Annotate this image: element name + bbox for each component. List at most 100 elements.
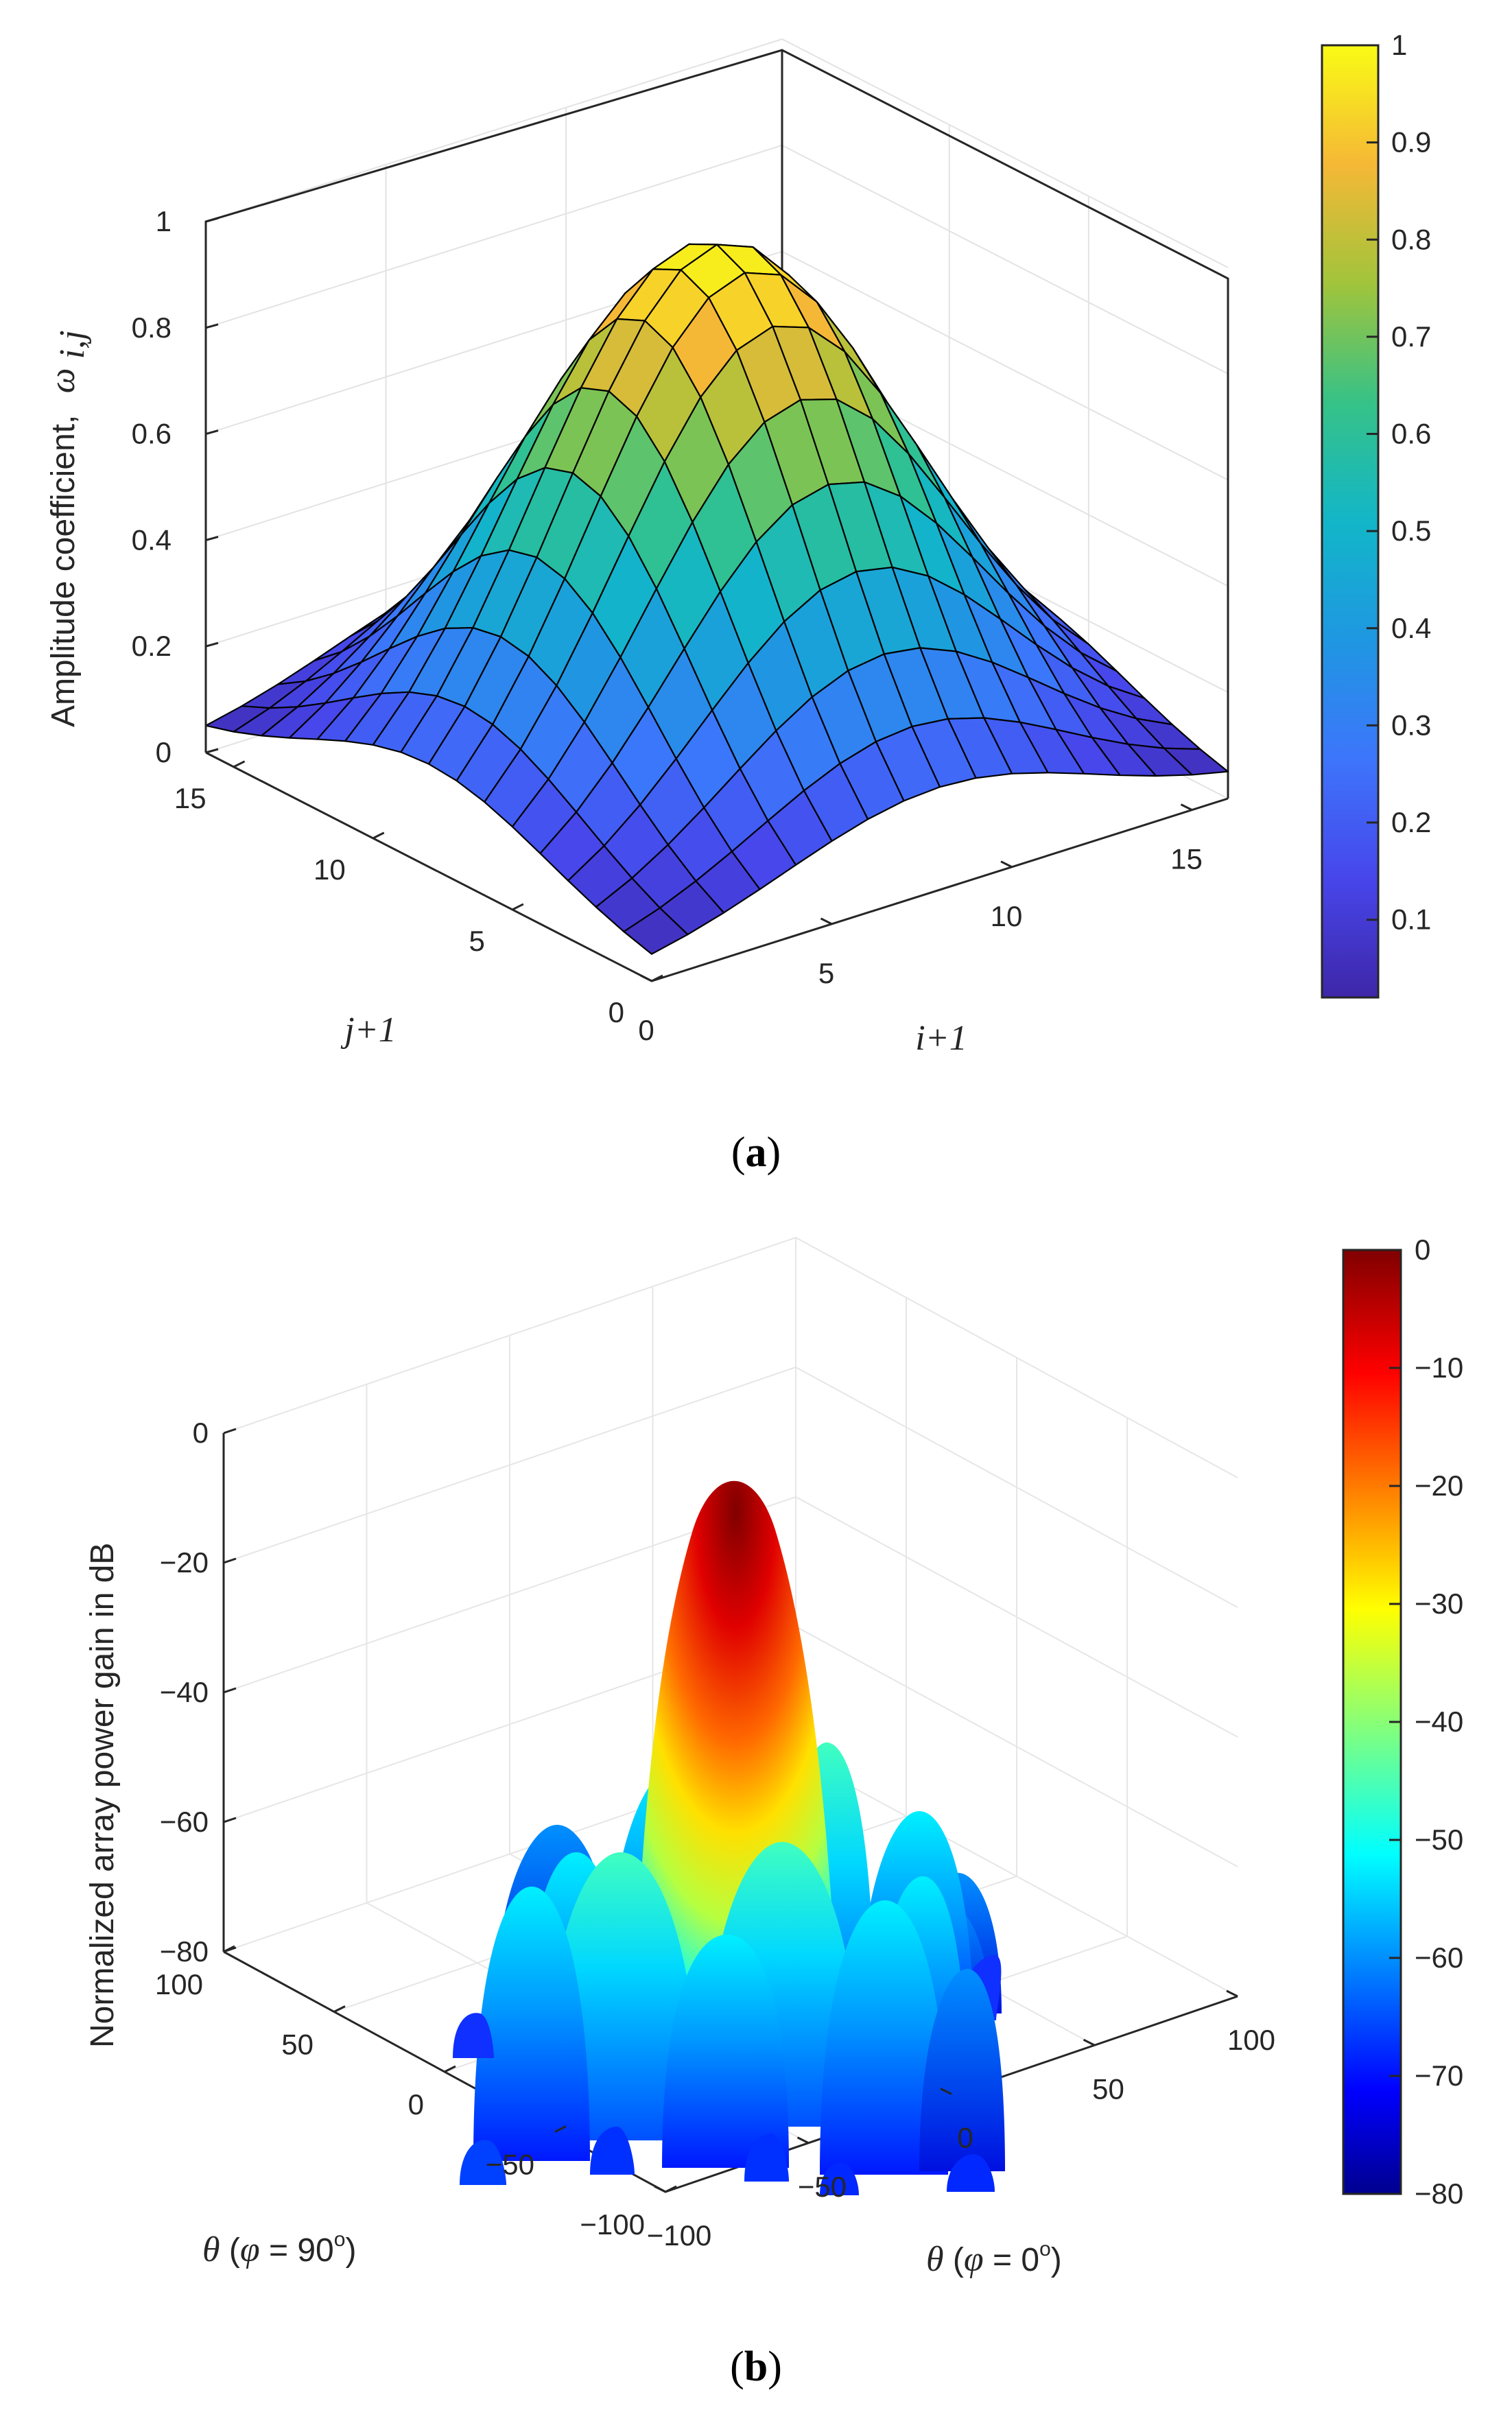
x-tick-label: 15 [1170, 843, 1203, 875]
y-tick-mark [223, 1945, 235, 1953]
colorbar-tick-label: −40 [1415, 1705, 1463, 1738]
y-tick-mark [651, 974, 663, 982]
z-tick-label: −20 [160, 1546, 209, 1579]
panel-b-ticks: 0 −20 −40 −60 −80 −100 −50 0 50 100 100 50 0 −50 −100 [155, 1417, 1275, 2252]
colorbar-tick-label: −60 [1415, 1941, 1463, 1974]
colorbar-tick-label: −10 [1415, 1351, 1463, 1384]
colorbar-tick-label: −30 [1415, 1587, 1463, 1620]
z-tick-mark [205, 429, 219, 436]
floor-ripple [744, 2134, 789, 2182]
panel-a-xlabel: i+1 [915, 1019, 967, 1058]
floor-ripple [590, 2127, 635, 2175]
z-tick-label: 0.4 [132, 523, 172, 556]
x-tick-mark [1083, 2038, 1096, 2046]
z-tick-label: −40 [160, 1676, 209, 1708]
panel-a-colorbar-ticks: 1 0.9 0.8 0.7 0.6 0.5 0.4 0.3 0.2 0.1 [1367, 29, 1431, 936]
z-tick-mark [223, 1428, 237, 1434]
z-tick-label: 0.2 [132, 630, 172, 662]
x-tick-mark [1000, 860, 1013, 869]
side-lobe [820, 1900, 948, 2175]
y-tick-label: 50 [281, 2029, 314, 2061]
y-tick-mark [333, 2005, 346, 2013]
colorbar-tick-label: −70 [1415, 2059, 1463, 2092]
y-tick-label: 5 [469, 925, 485, 957]
y-tick-mark [665, 2185, 677, 2193]
colorbar-tick-label: 0.7 [1391, 320, 1431, 353]
z-tick-mark [205, 641, 219, 648]
x-tick-mark [796, 2136, 810, 2145]
panel-a-zlabel: Amplitude coefficient, ω i,j [43, 330, 92, 727]
x-tick-mark [1226, 1989, 1238, 1998]
z-tick-mark [223, 1557, 237, 1564]
surface-cell [623, 907, 689, 955]
panel-a-surface [204, 243, 1229, 955]
z-tick-label: 0.6 [132, 418, 172, 450]
y-tick-label: 15 [174, 782, 206, 814]
colorbar-tick-label: 1 [1391, 29, 1407, 61]
z-tick-mark [223, 1687, 237, 1694]
z-tick-mark [205, 217, 219, 223]
panel-a-ylabel: j+1 [340, 1011, 397, 1050]
floor-ripple [453, 2013, 494, 2058]
colorbar-tick-label: −20 [1415, 1469, 1463, 1502]
x-tick-label: 100 [1227, 2024, 1275, 2056]
panel-a-colorbar [1321, 44, 1380, 999]
colorbar-tick-label: 0.1 [1391, 903, 1431, 936]
floor-ripple [460, 2140, 506, 2185]
panel-b-zlabel: Normalized array power gain in dB [84, 1543, 121, 2048]
z-tick-mark [205, 748, 219, 754]
z-tick-label: −60 [160, 1806, 209, 1838]
panel-b: 0−20−40−60−80−100−50050100100500−50−100 … [84, 1233, 1463, 2390]
y-tick-mark [554, 2125, 567, 2133]
z-tick-label: −80 [160, 1935, 209, 1968]
side-lobe [919, 1969, 1005, 2171]
x-tick-label: 0 [638, 1014, 654, 1046]
x-tick-label: 50 [1092, 2072, 1124, 2105]
x-tick-mark [1180, 803, 1193, 811]
y-tick-label: −50 [486, 2149, 534, 2181]
y-tick-label: −100 [580, 2208, 645, 2241]
z-tick-label: 0.8 [132, 311, 172, 344]
side-lobe [473, 1887, 590, 2161]
x-tick-mark [640, 974, 652, 982]
panel-b-colorbar-ticks: 0 −10 −20 −30 −40 −50 −60 −70 −80 [1389, 1233, 1463, 2210]
panel-b-ylabel: θ (φ = 90o) [202, 2228, 356, 2269]
y-tick-mark [373, 831, 385, 840]
x-tick-label: −100 [647, 2219, 712, 2252]
colorbar-tick-label: 0.2 [1391, 806, 1431, 838]
x-tick-label: −50 [798, 2171, 847, 2203]
z-tick-label: 0 [156, 736, 172, 768]
x-tick-mark [940, 2088, 952, 2095]
colorbar-tick-label: 0.6 [1391, 418, 1431, 450]
y-tick-mark [512, 903, 524, 911]
y-tick-mark [233, 760, 246, 768]
floor-ripple [820, 2162, 859, 2195]
x-tick-label: 10 [991, 900, 1023, 932]
colorbar-tick-label: 0.9 [1391, 126, 1431, 158]
colorbar-tick-label: 0.8 [1391, 223, 1431, 255]
z-tick-mark [223, 1817, 237, 1823]
x-tick-mark [820, 917, 833, 925]
panel-b-surface [453, 1480, 1005, 2195]
colorbar-tick-label: 0 [1415, 1233, 1430, 1266]
x-tick-mark [654, 2185, 666, 2193]
floor-ripple [947, 2154, 995, 2192]
x-tick-label: 5 [818, 957, 834, 989]
x-tick-label: 0 [957, 2122, 973, 2154]
colorbar-tick-label: 0.4 [1391, 612, 1431, 644]
colorbar-tick-label: −50 [1415, 1823, 1463, 1856]
colorbar-tick-label: 0.3 [1391, 709, 1431, 741]
z-tick-label: 0 [193, 1417, 209, 1449]
side-lobe [662, 1935, 789, 2168]
panel-b-caption: (b) [730, 2343, 782, 2390]
y-tick-label: 100 [155, 1968, 203, 2000]
y-tick-label: 0 [408, 2088, 424, 2120]
y-tick-mark [444, 2065, 456, 2073]
y-tick-label: 0 [609, 996, 624, 1028]
colorbar-tick-label: 0.5 [1391, 515, 1431, 547]
colorbar-tick-label: −80 [1415, 2177, 1463, 2210]
y-tick-label: 10 [314, 853, 346, 886]
